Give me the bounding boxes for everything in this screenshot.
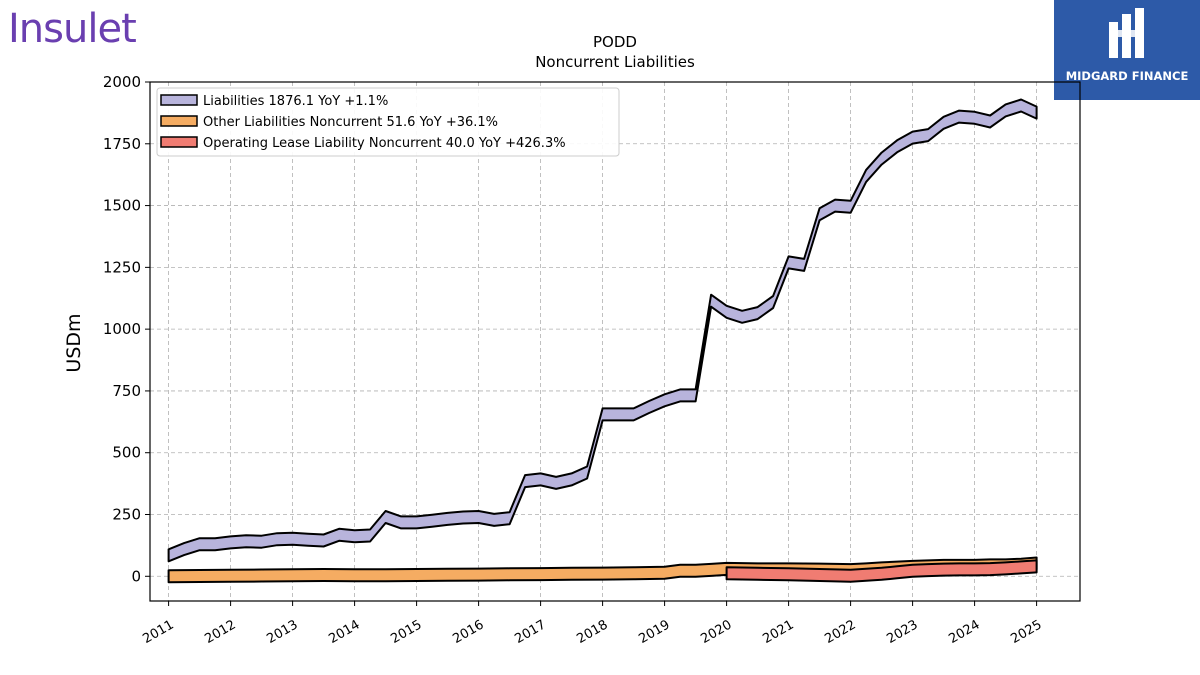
legend-label-2: Other Liabilities Noncurrent 51.6 YoY +3… (203, 115, 498, 130)
y-axis-label: USDm (63, 313, 85, 372)
y-tick-label: 250 (112, 506, 141, 524)
y-tick-label: 1250 (103, 258, 141, 276)
series-layer (167, 98, 1038, 584)
x-tick-label: 2016 (450, 617, 486, 647)
x-tick-label: 2022 (822, 617, 858, 647)
x-tick-label: 2019 (636, 617, 672, 647)
x-tick-label: 2020 (698, 617, 734, 647)
series-3-band (725, 559, 1038, 583)
x-tick-label: 2025 (1008, 617, 1044, 647)
y-tick-label: 750 (112, 382, 141, 400)
x-tick-label: 2023 (884, 617, 920, 647)
legend-swatch-3 (160, 136, 198, 148)
midgard-finance-logo: MIDGARD FINANCE (1054, 0, 1200, 100)
x-tick-label: 2021 (760, 617, 796, 647)
y-tick-label: 1000 (103, 320, 141, 338)
grid (150, 81, 1080, 601)
chart-title: PODD (593, 33, 637, 51)
legend-label-3: Operating Lease Liability Noncurrent 40.… (203, 136, 566, 151)
x-tick-label: 2015 (388, 617, 424, 647)
midgard-emblem-icon (1109, 8, 1144, 58)
x-tick-label: 2014 (326, 617, 362, 647)
x-tick-label: 2018 (574, 617, 610, 647)
plot-frame (149, 81, 1081, 602)
legend-box (156, 87, 620, 157)
x-tick-label: 2012 (202, 617, 238, 647)
y-tick-label: 1500 (103, 197, 141, 215)
x-tick-label: 2024 (946, 617, 982, 647)
y-tick-label: 0 (131, 567, 141, 585)
x-tick-label: 2011 (140, 617, 176, 647)
midgard-finance-label: MIDGARD FINANCE (1065, 69, 1189, 83)
legend-swatch-1 (160, 94, 198, 106)
y-tick-label: 2000 (103, 73, 141, 91)
series-1-band (167, 98, 1038, 563)
y-tick-label: 500 (112, 444, 141, 462)
chart-subtitle: Noncurrent Liabilities (535, 53, 695, 71)
legend-swatch-2 (160, 115, 198, 127)
insulet-logo: Insulet (8, 6, 137, 52)
legend: Liabilities 1876.1 YoY +1.1% Other Liabil… (156, 87, 620, 157)
legend-label-1: Liabilities 1876.1 YoY +1.1% (203, 94, 388, 109)
x-tick-label: 2013 (264, 617, 300, 647)
y-tick-label: 1750 (103, 135, 141, 153)
x-tick-label: 2017 (512, 617, 548, 647)
